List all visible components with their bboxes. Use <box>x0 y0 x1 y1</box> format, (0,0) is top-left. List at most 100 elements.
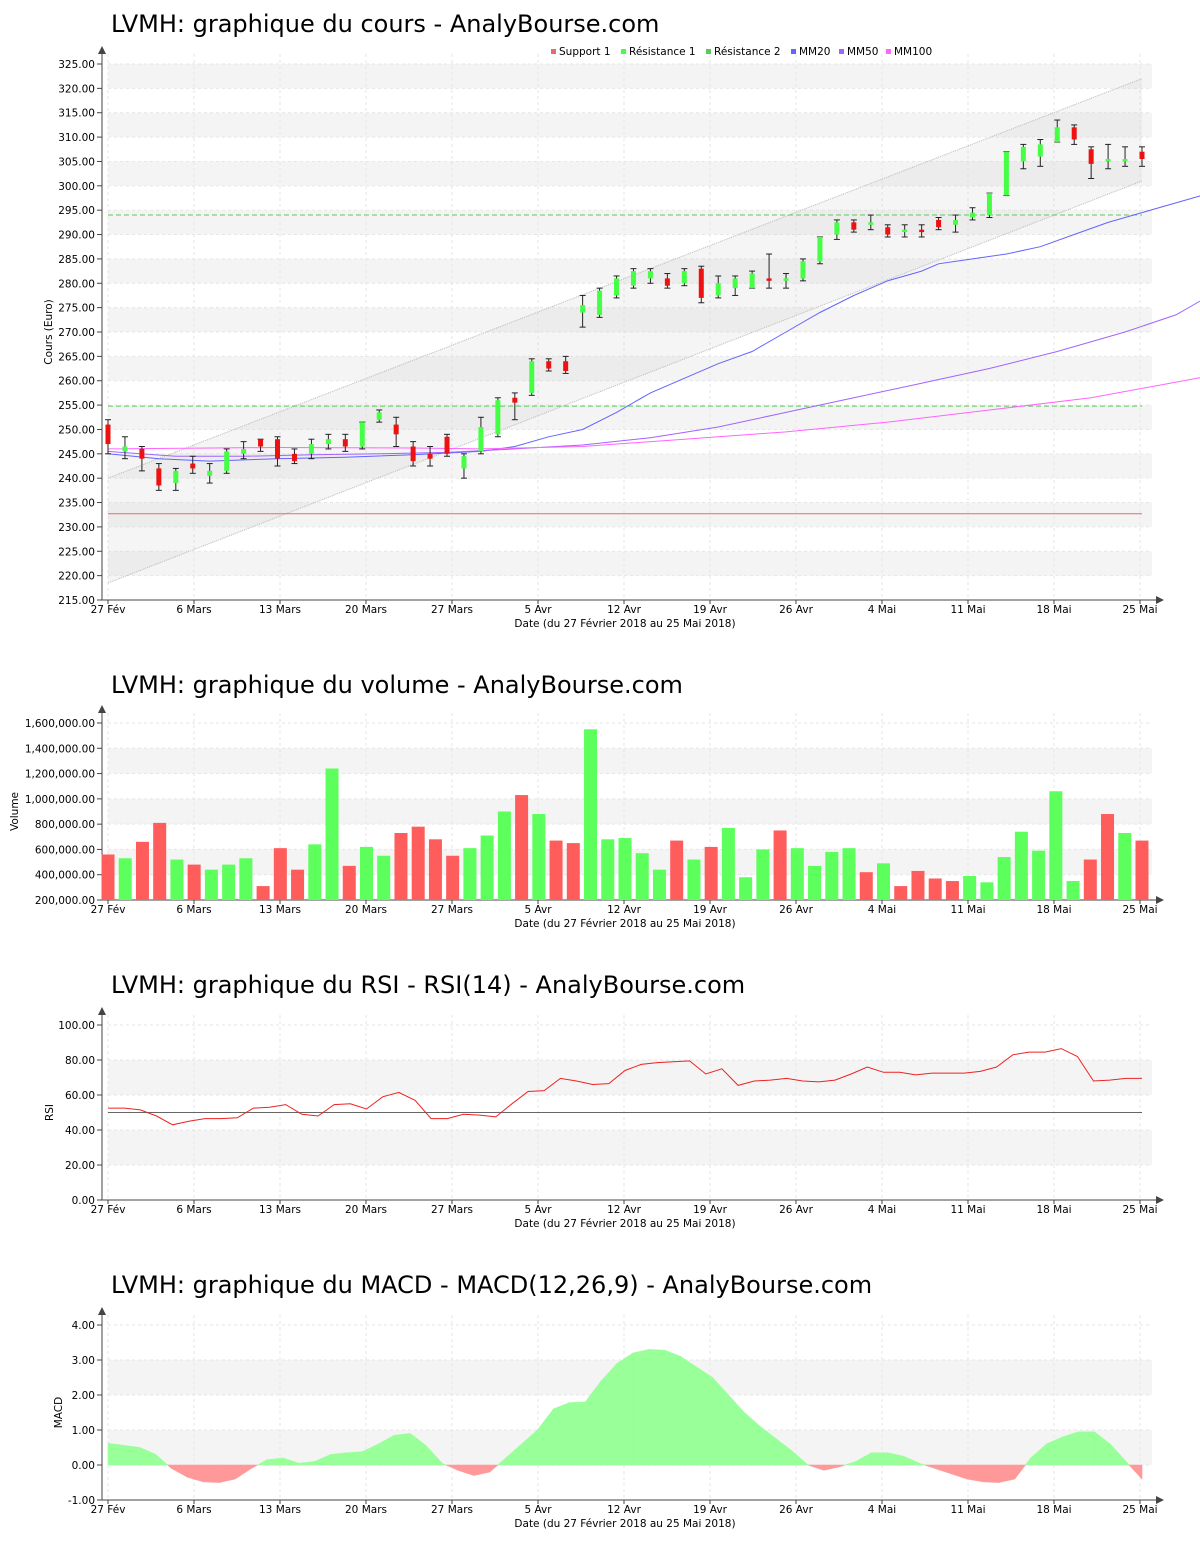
macd-area-negative <box>998 1464 1016 1483</box>
volume-bar <box>1066 881 1080 900</box>
volume-bar <box>1135 840 1149 900</box>
y-tick-label: -1.00 <box>68 1495 95 1507</box>
volume-bar <box>222 864 236 900</box>
x-tick-label: 4 Mai <box>868 1204 896 1216</box>
candle <box>630 268 637 289</box>
candle-body <box>156 468 162 486</box>
candle <box>1071 124 1078 145</box>
volume-bar <box>411 826 425 900</box>
macd-area-negative <box>457 1464 475 1476</box>
candle-body <box>275 439 281 459</box>
x-tick-label: 11 Mai <box>950 604 985 616</box>
candle-body <box>1122 159 1128 162</box>
macd-area-positive <box>632 1349 650 1466</box>
candle-body <box>1088 149 1094 164</box>
candle-body <box>953 219 959 225</box>
volume-bar <box>911 870 925 900</box>
candle <box>986 192 993 218</box>
x-tick-label: 12 Avr <box>607 604 641 616</box>
y-tick-label: 240.00 <box>58 473 95 485</box>
y-tick-label: 0.00 <box>72 1195 95 1207</box>
candle <box>715 275 722 299</box>
candle-body <box>1105 159 1111 162</box>
y-tick-label: 310.00 <box>58 132 95 144</box>
x-tick-label: 18 Mai <box>1036 604 1071 616</box>
volume-bar <box>618 838 632 900</box>
x-tick-label: 27 Mars <box>431 604 473 616</box>
y-tick-label: 0.00 <box>72 1460 95 1472</box>
y-tick-label: 2.00 <box>72 1390 95 1402</box>
macd-area-negative <box>966 1464 984 1483</box>
candle-body <box>173 470 179 484</box>
candle <box>732 275 739 296</box>
volume-bar <box>808 865 822 900</box>
channel-upper-line <box>107 78 1143 479</box>
x-tick-label: 11 Mai <box>950 904 985 916</box>
macd-panel: LVMH: graphique du MACD - MACD(12,26,9) … <box>0 1250 1200 1550</box>
candle-body <box>359 422 365 447</box>
x-tick-label: 4 Mai <box>868 1504 896 1516</box>
candle-body <box>664 278 670 286</box>
candle <box>376 409 383 423</box>
candle-body <box>698 268 704 298</box>
x-tick-label: 12 Avr <box>607 1504 641 1516</box>
volume-bar <box>739 877 753 900</box>
macd-area-negative <box>1128 1464 1143 1480</box>
x-tick-label: 26 Avr <box>779 1204 813 1216</box>
x-tick-label: 13 Mars <box>259 604 301 616</box>
macd-chart: -1.00 0.00 1.00 2.00 3.00 4.00 27 Fév 6 Mars 13 … <box>53 1307 1164 1530</box>
candle-body <box>885 227 891 235</box>
macd-area-negative <box>807 1464 825 1471</box>
candle-body <box>495 400 501 435</box>
y-axis-title: Cours (Euro) <box>43 299 55 365</box>
x-tick-label: 18 Mai <box>1036 1504 1071 1516</box>
candle <box>511 392 518 421</box>
candle <box>393 416 400 448</box>
volume-bar <box>584 729 598 900</box>
legend-swatch <box>839 49 844 54</box>
x-tick-label: 4 Mai <box>868 604 896 616</box>
y-tick-label: 230.00 <box>58 522 95 534</box>
channel-lower-line <box>107 180 1143 584</box>
y-tick-label: 300.00 <box>58 181 95 193</box>
x-tick-label: 13 Mars <box>259 904 301 916</box>
y-tick-label: 275.00 <box>58 303 95 315</box>
candle-body <box>1037 144 1043 157</box>
candle <box>189 455 196 474</box>
y-tick-label: 260.00 <box>58 376 95 388</box>
candle <box>410 441 417 467</box>
x-axis-arrow <box>1156 896 1164 904</box>
volume-bar <box>446 855 460 900</box>
candle-body <box>546 361 552 369</box>
y-tick-label: 1,200,000.00 <box>25 769 95 781</box>
y-tick-label: 220.00 <box>58 571 95 583</box>
band <box>108 405 1152 430</box>
band <box>108 64 1152 89</box>
candle <box>206 463 213 484</box>
y-tick-label: 290.00 <box>58 230 95 242</box>
macd-area-negative <box>982 1464 1000 1483</box>
y-axis-title: Volume <box>9 792 21 831</box>
macd-area-positive <box>664 1349 681 1466</box>
volume-bar <box>980 882 994 900</box>
candle <box>545 358 552 372</box>
volume-bar <box>842 848 856 900</box>
x-tick-label: 25 Mai <box>1122 1204 1157 1216</box>
candle-body <box>902 229 908 233</box>
y-tick-label: 4.00 <box>72 1320 95 1332</box>
candle <box>427 446 434 467</box>
legend-label: Résistance 2 <box>714 46 781 58</box>
y-tick-label: 100.00 <box>58 1020 95 1032</box>
volume-bar <box>635 853 649 900</box>
y-tick-label: 305.00 <box>58 156 95 168</box>
macd-area-positive <box>394 1433 411 1466</box>
legend: Support 1 Résistance 1 Résistance 2 MM20 MM5… <box>551 46 932 58</box>
macd-area-positive <box>155 1453 169 1466</box>
legend-swatch <box>621 49 626 54</box>
volume-bar <box>325 768 339 900</box>
x-tick-label: 5 Avr <box>524 1504 552 1516</box>
y-tick-label: 215.00 <box>58 595 95 607</box>
x-tick-label: 19 Avr <box>693 1504 727 1516</box>
candle-body <box>1071 127 1077 140</box>
candle-body <box>681 271 687 284</box>
